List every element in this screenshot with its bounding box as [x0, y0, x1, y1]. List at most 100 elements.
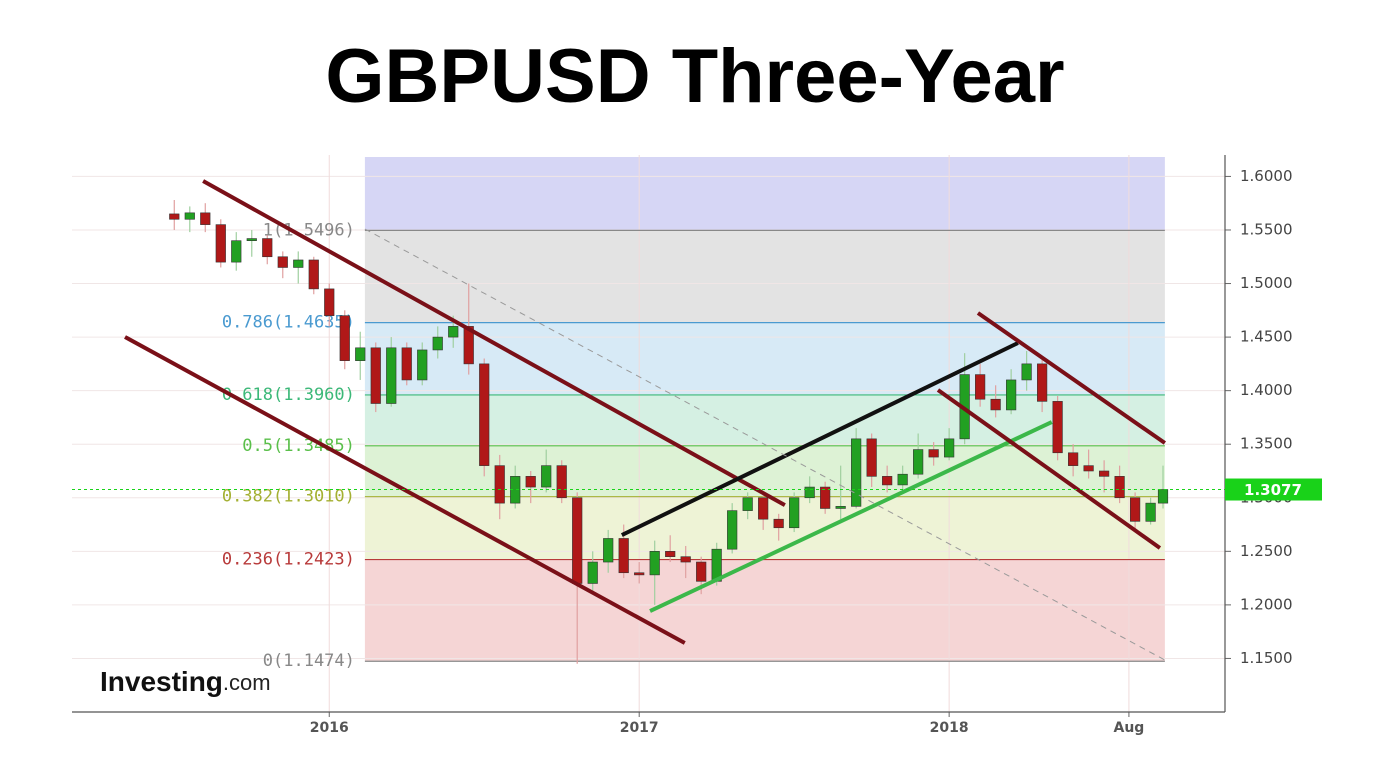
- candle-body: [1114, 476, 1125, 499]
- candle-body: [184, 212, 195, 220]
- y-tick-label: 1.2000: [1240, 595, 1293, 613]
- fib-bands: [364, 157, 1165, 662]
- fib-band: [364, 157, 1165, 231]
- x-tick-label: 2017: [620, 720, 659, 736]
- candle-body: [603, 538, 614, 563]
- candle-body: [246, 238, 257, 241]
- last-price-tag: [1225, 478, 1322, 501]
- candle-body: [882, 476, 893, 486]
- y-tick-label: 1.2500: [1240, 542, 1293, 560]
- fib-label: 0.236(1.2423): [222, 550, 355, 570]
- candle-body: [1006, 379, 1017, 411]
- candle-body: [649, 551, 660, 576]
- y-tick-label: 1.4000: [1240, 381, 1293, 399]
- candle-body: [417, 349, 428, 381]
- fib-label: 0.786(1.4635): [222, 313, 355, 333]
- fib-band: [364, 559, 1165, 662]
- watermark-brand: Investing: [100, 666, 223, 697]
- candle-body: [479, 363, 490, 466]
- candle-body: [494, 465, 505, 504]
- candle-body: [665, 551, 676, 557]
- candle-body: [277, 256, 288, 268]
- candle-body: [1083, 465, 1094, 472]
- candle-body: [835, 506, 846, 509]
- candle-body: [355, 347, 366, 361]
- candle-body: [1052, 401, 1063, 454]
- candle-body: [556, 465, 567, 499]
- candle-body: [262, 238, 273, 258]
- candle-body: [618, 538, 629, 574]
- candle-body: [789, 497, 800, 529]
- candle-body: [1145, 502, 1156, 522]
- candle-body: [1099, 470, 1110, 477]
- candle-body: [804, 486, 815, 499]
- candle-body: [200, 212, 211, 225]
- candle-body: [1130, 497, 1141, 522]
- candle-body: [463, 326, 474, 365]
- candle-body: [944, 438, 955, 458]
- candle-body: [587, 561, 598, 584]
- candle-body: [339, 315, 350, 361]
- fib-label: 0.382(1.3010): [222, 487, 355, 507]
- watermark-suffix: .com: [223, 670, 271, 695]
- x-tick-label: Aug: [1114, 720, 1145, 736]
- candle-body: [231, 240, 242, 263]
- y-tick-label: 1.5000: [1240, 274, 1293, 292]
- candle-body: [401, 347, 412, 381]
- candle-body: [696, 561, 707, 582]
- fib-levels: 0(1.1474) 0.236(1.2423) 0.382(1.3010) 0.5(1…: [222, 220, 1165, 671]
- candle-body: [742, 497, 753, 511]
- trendline: [364, 228, 1166, 661]
- candle-body: [432, 336, 443, 351]
- candles: [169, 199, 1169, 664]
- candle-body: [975, 374, 986, 400]
- candle-body: [1157, 489, 1169, 504]
- candle-body: [1037, 363, 1048, 402]
- candle-body: [851, 438, 862, 507]
- trendline: [936, 388, 1162, 550]
- candle-body: [1068, 452, 1079, 466]
- candle-body: [572, 497, 583, 584]
- y-tick-label: 1.1500: [1240, 649, 1293, 667]
- candle-body: [386, 347, 397, 404]
- candle-body: [448, 326, 459, 338]
- candle-body: [820, 486, 831, 509]
- last-price-label: 1.3077: [1244, 481, 1302, 499]
- trendline: [649, 420, 1053, 613]
- y-tick-label: 1.6000: [1240, 167, 1293, 185]
- candle-body: [169, 213, 180, 220]
- y-tick-label: 1.3500: [1240, 435, 1293, 453]
- candle-body: [370, 347, 381, 404]
- y-tick-label: 1.4500: [1240, 328, 1293, 346]
- fib-label: 0(1.1474): [263, 651, 355, 671]
- axes: 1.15001.20001.25001.30001.35001.40001.45…: [72, 155, 1322, 736]
- candle-body: [680, 556, 691, 563]
- candle-body: [293, 259, 304, 268]
- candle-body: [324, 288, 335, 316]
- fib-band: [364, 230, 1165, 323]
- trendline: [976, 311, 1167, 445]
- trendline: [620, 341, 1019, 537]
- candle-body: [634, 572, 645, 576]
- candle-body: [525, 476, 536, 488]
- candle-body: [990, 398, 1001, 411]
- x-tick-label: 2018: [930, 720, 969, 736]
- candle-body: [1021, 363, 1032, 381]
- candle-body: [727, 510, 738, 550]
- candle-body: [773, 518, 784, 529]
- grid: [72, 155, 1225, 712]
- watermark: Investing.com: [100, 666, 271, 697]
- fib-band: [364, 322, 1165, 395]
- fib-label: 0.5(1.3485): [242, 436, 355, 456]
- candle-body: [215, 224, 226, 263]
- candle-body: [866, 438, 877, 477]
- y-tick-label: 1.5500: [1240, 220, 1293, 238]
- candle-body: [913, 449, 924, 475]
- chart-title: GBPUSD Three-Year: [325, 34, 1064, 119]
- candle-body: [758, 497, 769, 520]
- candle-body: [928, 449, 939, 458]
- candle-body: [897, 473, 908, 486]
- candle-body: [541, 465, 552, 488]
- candle-body: [308, 259, 319, 290]
